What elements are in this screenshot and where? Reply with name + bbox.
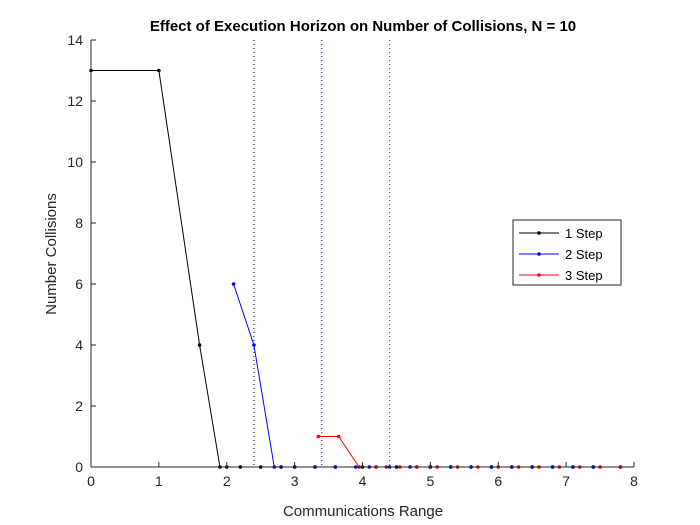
y-tick-label: 8 xyxy=(75,215,83,231)
series-2-point xyxy=(231,282,236,286)
legend-swatch-marker xyxy=(537,273,541,277)
y-tick-label: 2 xyxy=(75,398,83,414)
x-tick-label: 1 xyxy=(155,473,163,489)
series-3-line xyxy=(318,436,621,468)
series-2-point xyxy=(252,343,256,347)
x-tick-label: 3 xyxy=(291,473,299,489)
chart-title: Effect of Execution Horizon on Number of… xyxy=(150,18,576,35)
series-2 xyxy=(231,282,623,469)
y-axis-label: Number Collisions xyxy=(43,193,60,315)
legend-swatch-marker xyxy=(537,252,541,256)
x-tick-label: 5 xyxy=(426,473,434,489)
legend-box xyxy=(512,219,622,286)
legend: 1 Step 2 Step 3 Step xyxy=(512,219,622,286)
axes xyxy=(90,39,635,468)
y-tick-label: 0 xyxy=(75,459,83,475)
legend-swatch-marker xyxy=(537,231,541,235)
x-tick-label: 2 xyxy=(223,473,231,489)
y-tick-label: 10 xyxy=(67,154,83,170)
y-tick-label: 14 xyxy=(67,32,83,48)
y-tick-label: 12 xyxy=(67,93,83,109)
y-tick-label: 6 xyxy=(75,276,83,292)
legend-entry-1: 1 Step xyxy=(519,226,603,241)
x-tick-label: 6 xyxy=(494,473,502,489)
x-tick-label: 7 xyxy=(562,473,570,489)
x-tick-label: 8 xyxy=(630,473,638,489)
vertical-reference-lines xyxy=(253,40,391,467)
x-tick-label: 0 xyxy=(87,473,95,489)
legend-entry-3: 3 Step xyxy=(519,268,603,283)
legend-label: 2 Step xyxy=(565,247,603,262)
x-tick-label: 4 xyxy=(359,473,367,489)
legend-entry-2: 2 Step xyxy=(519,247,603,262)
series-2-line xyxy=(233,283,621,468)
legend-label: 1 Step xyxy=(565,226,603,241)
series-1-point xyxy=(157,68,161,73)
legend-label: 3 Step xyxy=(565,268,603,283)
y-tick-label: 4 xyxy=(75,337,83,353)
series-3-point xyxy=(316,434,321,439)
series-3-point xyxy=(336,434,341,439)
series-1-point xyxy=(197,343,202,347)
x-axis-label: Communications Range xyxy=(283,503,443,520)
